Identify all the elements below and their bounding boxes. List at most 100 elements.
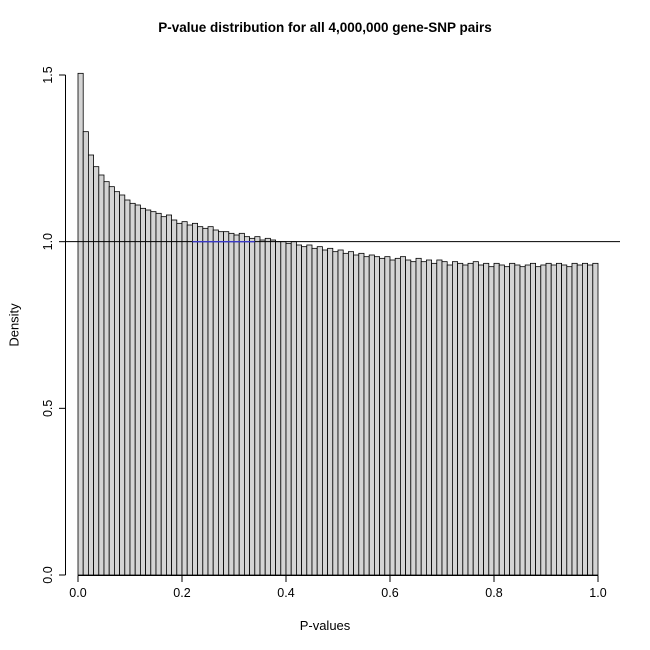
histogram-bar [488,266,495,576]
histogram-bar [353,254,360,576]
histogram-bar [82,131,89,576]
histogram-bar [347,251,354,576]
histogram-bar [550,264,557,576]
x-tick-label: 0.2 [173,586,190,600]
histogram-bar [285,242,292,576]
histogram-bar [451,261,458,576]
x-tick-label: 0.4 [277,586,294,600]
histogram-bar [457,262,464,576]
histogram-bar [410,261,417,576]
histogram-bar [519,266,526,576]
histogram-bar [514,264,521,576]
histogram-bar [394,257,401,576]
histogram-bar [306,244,313,576]
histogram-bar [165,214,172,576]
histogram-bar [363,256,370,576]
histogram-bar [295,244,302,576]
histogram-bar [228,232,235,576]
histogram-bar [566,266,573,576]
x-tick-label: 0.8 [485,586,502,600]
histogram-bar [212,229,219,576]
histogram-bar [77,72,84,576]
histogram-bar [93,166,100,576]
histogram-bar [405,259,412,576]
y-tick-label: 0.5 [41,400,55,417]
histogram-bar [171,219,178,576]
x-tick-label: 1.0 [589,586,606,600]
histogram-bar [191,222,198,576]
histogram-bar [540,264,547,576]
histogram-bar [197,226,204,576]
histogram-bar [425,259,432,576]
histogram-bar [389,259,396,576]
histogram-bar [181,221,188,576]
histogram-bar [556,262,563,576]
histogram-bar [576,264,583,576]
histogram-bar [545,262,552,576]
histogram-bar [129,202,136,576]
histogram-bar [373,256,380,576]
histogram-bar [441,261,448,576]
histogram-bar [134,204,141,576]
histogram-bar [124,199,131,576]
histogram-bar [477,264,484,576]
histogram-bar [592,262,599,576]
histogram-bar [249,237,256,576]
histogram-bar [207,226,214,576]
histogram-bar [202,227,209,576]
histogram-bar [217,231,224,576]
histogram-bar [150,211,157,576]
chart-title: P-value distribution for all 4,000,000 g… [158,20,492,35]
histogram-bar [358,252,365,576]
histogram-bar [571,262,578,576]
y-tick-label: 1.5 [41,66,55,83]
histogram-bar [238,232,245,576]
histogram-bar [176,222,183,576]
histogram-bar [223,231,230,576]
histogram-bar [259,239,266,576]
histogram-bar [233,234,240,576]
x-axis-label: P-values [299,618,351,633]
histogram-bar [436,259,443,576]
histogram-bar [243,236,250,576]
histogram-bar [379,257,386,576]
histogram-bar [384,256,391,576]
histogram-bar [139,207,146,576]
histogram-bar [420,261,427,576]
histogram-bar [275,241,282,576]
histogram-bar [114,191,121,576]
histogram-bar [462,264,469,576]
histogram-bar [535,266,542,576]
histogram-bar [264,237,271,576]
histogram-bar [155,212,162,576]
histogram-bar [337,249,344,576]
histogram-bar [186,224,193,576]
y-axis-label: Density [6,303,22,347]
x-tick-label: 0.0 [69,586,86,600]
y-tick-label: 1.0 [41,233,55,250]
histogram-bar [98,174,105,576]
histogram-bar [483,262,490,576]
histogram-bar [88,154,95,576]
histogram-bar [498,264,505,576]
y-tick-label: 0.0 [41,566,55,583]
histogram-bar [290,241,297,576]
histogram-bar [415,257,422,576]
histogram-bar [301,246,308,576]
histogram-bar [587,264,594,576]
histogram-bar [431,262,438,576]
histogram-bar [332,251,339,576]
histogram-bar [509,262,516,576]
histogram-bar [399,256,406,576]
histogram-bar [316,246,323,576]
histogram-bar [119,194,126,576]
histogram-bar [280,241,287,576]
histogram-bar [254,236,261,576]
histogram-bar [368,254,375,576]
histogram-bar [160,216,167,576]
histogram-bar [493,262,500,576]
histogram-bar [503,266,510,576]
histogram-bar [321,249,328,576]
histogram-bar [103,181,110,576]
